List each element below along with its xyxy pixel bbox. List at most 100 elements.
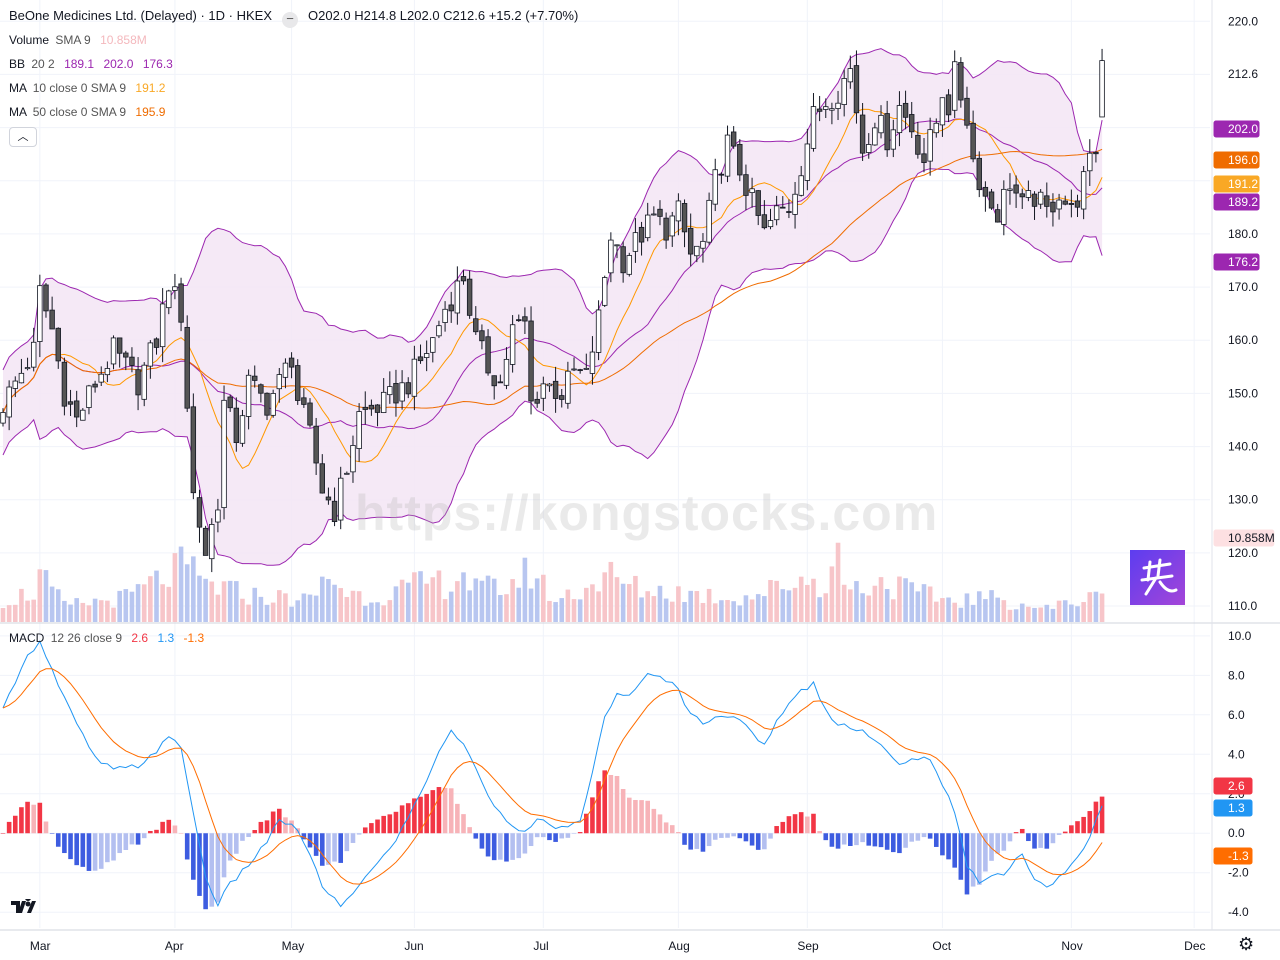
macd-histogram-bar: [829, 833, 835, 847]
price-tick-label: 130.0: [1228, 493, 1258, 507]
macd-histogram-bar: [817, 831, 822, 834]
candle-body: [147, 342, 154, 367]
macd-histogram-bar: [1099, 796, 1105, 834]
macd-histogram-bar: [553, 833, 558, 842]
candle-body: [485, 336, 491, 374]
macd-histogram-bar: [633, 799, 638, 834]
legend-name: MA: [9, 105, 27, 119]
macd-histogram-bar: [927, 833, 933, 839]
volume-bar: [608, 561, 614, 622]
signal-line: [2, 668, 1103, 885]
volume-bar: [952, 602, 957, 622]
candle-body: [497, 381, 504, 384]
volume-bar: [731, 601, 736, 622]
volume-bar: [184, 564, 190, 622]
tag-background: [1213, 799, 1253, 817]
volume-bar: [405, 582, 411, 622]
volume-bar: [1026, 606, 1031, 622]
candle-body: [61, 361, 68, 407]
time-tick-label: Nov: [1061, 939, 1082, 953]
macd-histogram-bar: [651, 808, 657, 834]
volume-bar: [227, 580, 233, 622]
macd-histogram-bar: [105, 833, 110, 863]
legend-ma50[interactable]: MA 50 close 0 SMA 9 195.9: [9, 104, 165, 120]
macd-histogram-bar: [258, 821, 264, 834]
macd-histogram-bar: [933, 833, 939, 847]
volume-bar: [725, 600, 730, 622]
tag-background: [1213, 175, 1260, 193]
price-tick-label: 110.0: [1228, 599, 1257, 613]
macd-histogram-bar: [92, 833, 98, 871]
volume-bar: [479, 580, 485, 622]
macd-histogram-bar: [952, 833, 957, 868]
volume-bar: [1093, 591, 1099, 622]
volume-bar: [522, 557, 528, 622]
settings-gear-icon[interactable]: ⚙: [1238, 934, 1255, 954]
volume-bar: [301, 593, 307, 622]
macd-histogram-bar: [313, 833, 319, 856]
macd-histogram-bar: [541, 833, 546, 838]
legend-volume[interactable]: Volume SMA 9 10.858M: [9, 32, 147, 48]
price-tag: 191.2: [1213, 175, 1260, 193]
macd-histogram-bar: [510, 833, 515, 860]
volume-bar: [387, 600, 393, 622]
macd-histogram-bar: [866, 833, 872, 846]
volume-bar: [657, 585, 663, 622]
collapse-legend-button[interactable]: ︿: [9, 127, 37, 147]
legend-ma10[interactable]: MA 10 close 0 SMA 9 191.2: [9, 80, 165, 96]
macd-histogram-bar: [86, 833, 92, 871]
volume-bar: [1038, 607, 1043, 622]
macd-histogram-bar: [663, 822, 669, 834]
candle-body: [325, 496, 332, 501]
volume-bar: [749, 599, 755, 622]
volume-bar: [940, 598, 945, 622]
tradingview-logo-icon[interactable]: [10, 895, 36, 921]
candle-body: [681, 203, 688, 233]
candle-body: [264, 392, 270, 416]
tag-label: -1.3: [1228, 849, 1249, 863]
symbol-title[interactable]: BeOne Medicines Ltd. (Delayed) · 1D · HK…: [9, 8, 272, 23]
volume-bar: [626, 584, 632, 622]
candle-body: [30, 341, 37, 368]
macd-histogram-bar: [534, 833, 540, 838]
macd-histogram-bar: [940, 833, 945, 856]
tag-background: [1213, 529, 1275, 547]
volume-bar: [258, 596, 264, 622]
volume-bar: [848, 589, 853, 622]
macd-histogram-bar: [381, 815, 386, 834]
volume-bar: [1062, 600, 1068, 622]
volume-bar: [98, 600, 104, 622]
volume-bar: [983, 599, 988, 622]
volume-bar: [897, 576, 902, 622]
candle-body: [479, 330, 485, 342]
candle-body: [67, 401, 74, 405]
macd-histogram-bar: [418, 796, 423, 834]
volume-bar: [240, 598, 245, 622]
more-options-icon[interactable]: −: [282, 12, 298, 28]
volume-bar: [332, 584, 337, 622]
volume-bar: [504, 594, 509, 622]
candle-body: [829, 108, 835, 111]
volume-bar: [584, 587, 589, 622]
legend-macd[interactable]: MACD 12 26 close 9 2.6 1.3 -1.3: [9, 630, 204, 646]
macd-histogram-bar: [197, 833, 202, 896]
volume-bar: [676, 586, 681, 622]
volume-bar: [663, 598, 669, 622]
volume-bar: [295, 600, 301, 622]
volume-bar: [614, 577, 620, 622]
macd-histogram-bar: [129, 833, 135, 845]
legend-params: 10 close 0 SMA 9: [32, 81, 127, 95]
candle-body: [669, 215, 675, 237]
volume-bar: [547, 600, 552, 622]
macd-histogram-bar: [731, 833, 736, 837]
volume-bar: [719, 600, 724, 622]
legend-bb[interactable]: BB 20 2 189.1 202.0 176.3: [9, 56, 173, 72]
candle-body: [638, 226, 645, 243]
legend-value: 189.1: [64, 57, 95, 71]
candle-body: [454, 280, 461, 314]
candle-body: [190, 406, 197, 494]
volume-bar: [1087, 592, 1093, 622]
volume-bar: [350, 590, 356, 622]
legend-value: 202.0: [103, 57, 134, 71]
